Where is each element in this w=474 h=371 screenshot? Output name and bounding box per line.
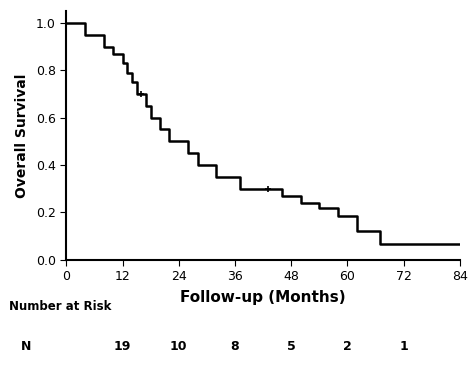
Text: Number at Risk: Number at Risk [9,299,112,313]
X-axis label: Follow-up (Months): Follow-up (Months) [180,290,346,305]
Text: 19: 19 [114,340,131,354]
Y-axis label: Overall Survival: Overall Survival [15,73,29,198]
Text: 10: 10 [170,340,188,354]
Text: 2: 2 [343,340,352,354]
Text: 8: 8 [231,340,239,354]
Text: N: N [21,340,32,354]
Text: 5: 5 [287,340,296,354]
Text: 1: 1 [399,340,408,354]
